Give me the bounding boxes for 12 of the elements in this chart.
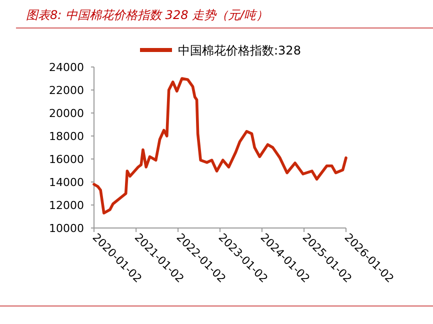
y-tick-label: 18000 (49, 130, 84, 143)
legend: 中国棉花价格指数:328 (140, 44, 301, 58)
line-series (92, 77, 348, 214)
y-tick-label: 20000 (49, 107, 84, 120)
y-tick-label: 16000 (49, 153, 84, 166)
y-tick-label: 24000 (49, 61, 84, 74)
y-tick-label: 14000 (49, 176, 84, 189)
legend-label: 中国棉花价格指数:328 (178, 44, 301, 58)
y-tick-label: 22000 (49, 84, 84, 97)
chart-title: 图表8: 中国棉花价格指数 328 走势（元/吨） (26, 8, 268, 22)
y-tick-label: 12000 (49, 199, 84, 212)
y-tick-label: 10000 (49, 222, 84, 235)
